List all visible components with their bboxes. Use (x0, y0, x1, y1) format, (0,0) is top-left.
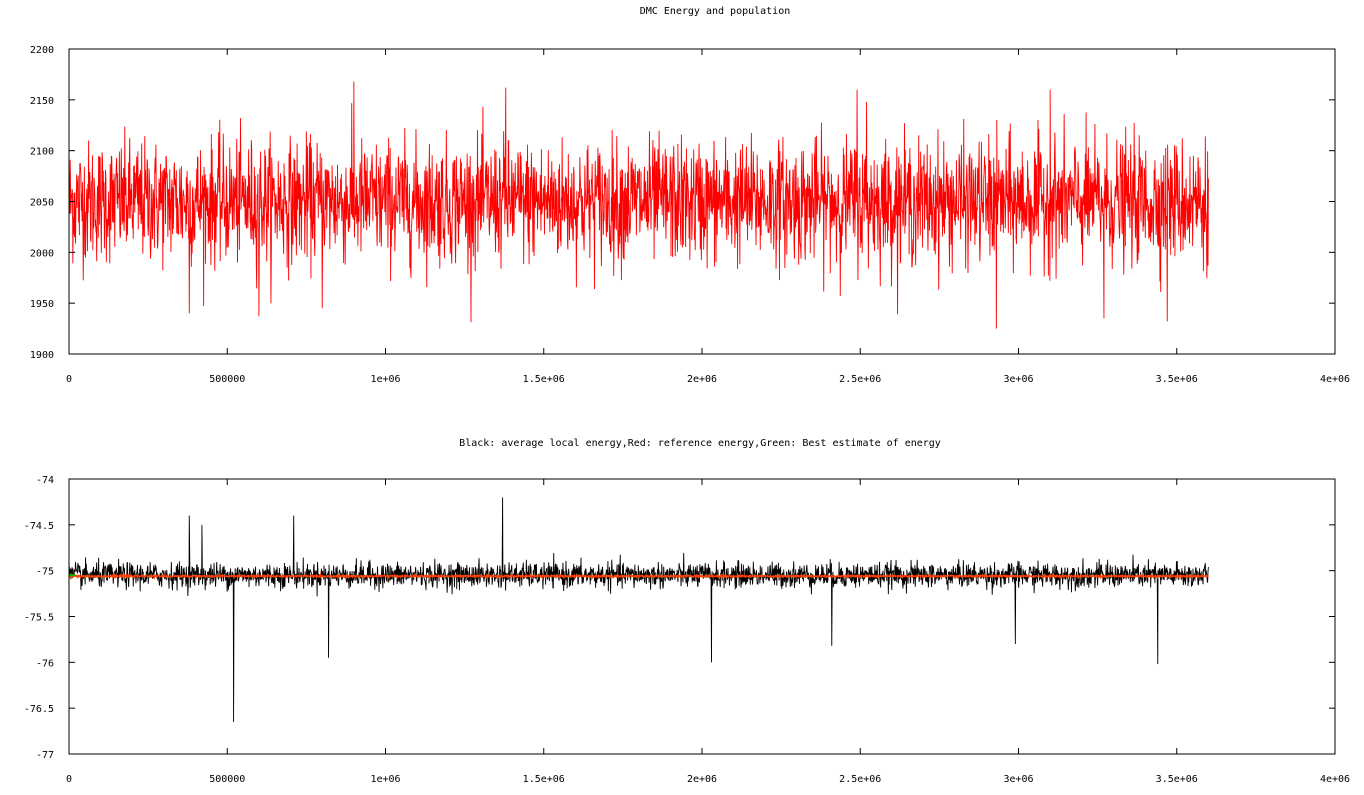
series-line-0 (68, 81, 1209, 329)
plot-area (68, 81, 1209, 329)
energy-population-chart: DMC Energy and population 0 500000 1e+06 1.… (30, 6, 1350, 385)
y-axis-ticks: 1900 1950 2000 2050 2100 2150 2200 (30, 45, 1335, 361)
y-tick-label: -77 (36, 750, 54, 761)
y-tick-label: -76 (36, 658, 54, 669)
x-tick-label: 1e+06 (370, 374, 400, 385)
y-tick-label: 2000 (30, 248, 54, 259)
y-tick-label: -74 (36, 475, 54, 486)
x-tick-label: 0 (66, 374, 72, 385)
y-tick-label: 2050 (30, 198, 54, 209)
local-energy-chart: Black: average local energy,Red: referen… (24, 438, 1350, 785)
x-tick-label: 3e+06 (1003, 374, 1033, 385)
x-tick-label: 1.5e+06 (523, 774, 565, 785)
x-tick-label: 4e+06 (1320, 374, 1350, 385)
y-tick-label: 1950 (30, 299, 54, 310)
chart-title: DMC Energy and population (640, 6, 791, 17)
y-tick-label: 2200 (30, 45, 54, 56)
y-tick-label: -76.5 (24, 704, 54, 715)
y-tick-label: 2150 (30, 96, 54, 107)
x-axis-ticks: 0 500000 1e+06 1.5e+06 2e+06 2.5e+06 3e+06 3.5e… (66, 49, 1350, 385)
x-tick-label: 500000 (209, 374, 245, 385)
x-tick-label: 2e+06 (687, 374, 717, 385)
series-line-2 (68, 573, 76, 577)
y-tick-label: 1900 (30, 350, 54, 361)
x-tick-label: 3.5e+06 (1156, 374, 1198, 385)
x-tick-label: 3.5e+06 (1156, 774, 1198, 785)
x-tick-label: 1.5e+06 (523, 374, 565, 385)
y-tick-label: -75.5 (24, 613, 54, 624)
x-tick-label: 3e+06 (1003, 774, 1033, 785)
x-tick-label: 4e+06 (1320, 774, 1350, 785)
x-tick-label: 2e+06 (687, 774, 717, 785)
x-axis-ticks: 0 500000 1e+06 1.5e+06 2e+06 2.5e+06 3e+06 3.5e… (66, 479, 1350, 785)
y-axis-ticks: -77 -76.5 -76 -75.5 -75 -74.5 -74 (24, 475, 1335, 761)
y-tick-label: -75 (36, 567, 54, 578)
series-line-0 (68, 497, 1209, 722)
plot-frame (68, 478, 1336, 755)
y-tick-label: -74.5 (24, 521, 54, 532)
x-tick-label: 0 (66, 774, 72, 785)
x-tick-label: 2.5e+06 (839, 374, 881, 385)
y-tick-label: 2100 (30, 147, 54, 158)
x-tick-label: 500000 (209, 774, 245, 785)
x-tick-label: 1e+06 (370, 774, 400, 785)
plot-area (68, 497, 1209, 722)
series-line-1 (68, 571, 1209, 580)
chart-title: Black: average local energy,Red: referen… (459, 438, 941, 449)
x-tick-label: 2.5e+06 (839, 774, 881, 785)
